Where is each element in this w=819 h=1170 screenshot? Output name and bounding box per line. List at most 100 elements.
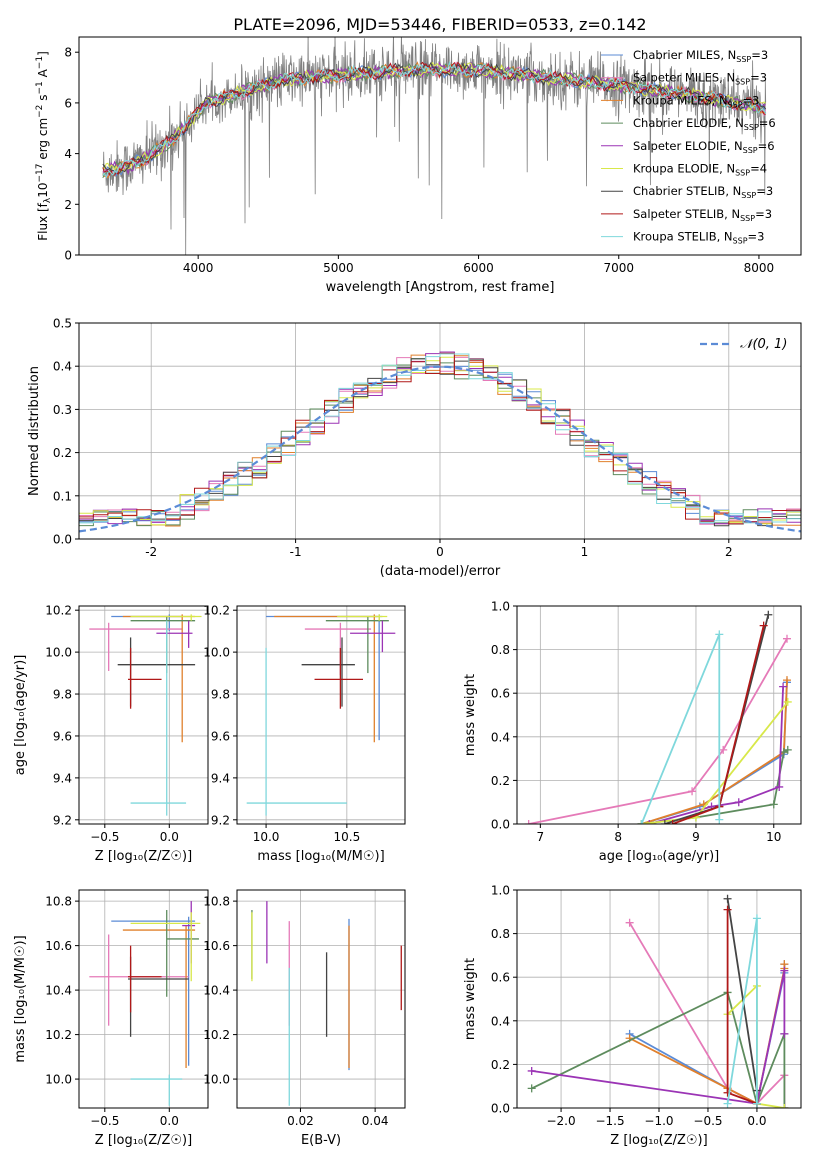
x-axis-label: mass [log₁₀(M/M☉)] [257, 849, 384, 864]
mass-vs-ebv-frame [236, 889, 406, 1109]
x-axis-label: age [log₁₀(age/yr)] [599, 849, 720, 864]
y-tick-label: 9.4 [53, 771, 72, 785]
legend-entry-sub: SSP [728, 100, 743, 109]
x-tick-label: −1.5 [595, 1114, 624, 1128]
weight-point-marker [782, 676, 791, 685]
legend-entry-sub: SSP [735, 169, 750, 178]
y-tick-label: 0.0 [491, 818, 510, 832]
x-tick-label: 10.5 [333, 830, 360, 844]
legend-entry-name: Chabrier ELODIE, N [633, 116, 744, 130]
legend-entry-value: =3 [748, 230, 765, 244]
weight-vs-Z-axes: −2.0 −1.5 −1.0 −0.5 0.0 0.0 0.2 0.4 0.6 0.8 1.0 Z [… [463, 884, 802, 1148]
y-axis-label: mass weight [463, 958, 478, 1040]
gaussian-curve [79, 365, 801, 533]
y-tick-label: 10.8 [45, 895, 72, 909]
y-tick-label: 10.8 [203, 895, 230, 909]
x-tick-label: −2.0 [546, 1114, 575, 1128]
x-axis-label: Z [log₁₀(Z/Z☉)] [95, 849, 192, 864]
legend-entry-sub: SSP [733, 237, 748, 246]
mass-vs-Z-axes: −0.5 0.0 10.0 10.2 10.4 10.6 10.8 Z [log₁₀(Z/Z☉… [13, 889, 209, 1148]
y-tick-label: 0.0 [53, 533, 72, 547]
y-tick-label: 0.2 [491, 774, 510, 788]
y-tick-label: 10.2 [45, 604, 72, 618]
y-tick-label: 6 [64, 96, 72, 110]
weight-point-marker [688, 787, 697, 796]
weight-vs-Z-plot-area [527, 894, 789, 1108]
residual-hist-axes: -2 -1 0 1 2 0.0 0.1 0.2 0.3 0.4 0.5 (data-model)/er… [27, 317, 802, 579]
mass-vs-Z-frame [78, 889, 209, 1109]
x-tick-label: 10 [766, 830, 781, 844]
x-axis-label: E(B-V) [301, 1133, 341, 1148]
age-vs-Z-axes: −0.5 0.0 9.2 9.4 9.6 9.8 10.0 10.2 Z [log₁₀(Z/Z☉… [13, 604, 209, 864]
residual-hist-plot-area [79, 351, 801, 533]
y-tick-label: 10.2 [203, 604, 230, 618]
y-axis-label-part: s [36, 95, 50, 105]
legend-entry-name: Salpeter MILES, N [633, 71, 735, 85]
model-spectrum-line [102, 60, 767, 179]
weight-vs-age-frame [516, 605, 802, 825]
weight-point-marker [668, 820, 677, 824]
legend-entry-name: Salpeter STELIB, N [633, 207, 740, 221]
y-tick-label: 0.4 [491, 730, 510, 744]
mass-vs-Z-plot-area [89, 901, 201, 1106]
y-tick-label: 0.4 [491, 1014, 510, 1028]
legend-entry-value: =6 [759, 116, 776, 130]
y-axis-label: Flux [fλ10−17 erg cm−2 s−1 A−1] [35, 51, 53, 241]
y-axis-label-part: 10 [36, 183, 50, 198]
x-tick-label: 4000 [183, 261, 214, 275]
weight-point-marker [780, 1029, 789, 1038]
legend-entry: Kroupa STELIB, NSSP=3 [633, 230, 764, 246]
weight-point-marker [625, 918, 634, 927]
y-tick-label: 0.2 [491, 1058, 510, 1072]
weight-series-line [528, 638, 788, 824]
legend-entry-value: =3 [750, 71, 767, 85]
y-axis-label-part: −1 [35, 56, 45, 69]
y-axis-label-part: Flux [f [36, 202, 50, 240]
legend-entry-sub: SSP [743, 146, 758, 155]
model-spectrum-line [102, 61, 766, 176]
y-axis-label-part: −1 [35, 81, 45, 94]
x-tick-label: 0.0 [160, 830, 179, 844]
x-tick-label: 0 [436, 545, 444, 559]
y-tick-label: 0.0 [491, 1102, 510, 1116]
y-tick-label: 1.0 [491, 884, 510, 898]
weight-point-marker [752, 1099, 761, 1108]
weight-point-marker [775, 782, 784, 791]
legend-entry: 𝒩(0, 1) [740, 337, 787, 352]
legend-entry-value: =3 [743, 93, 760, 107]
age-vs-mass-frame [236, 605, 406, 825]
weight-point-marker [524, 820, 533, 824]
y-tick-label: 9.2 [211, 813, 230, 827]
x-tick-label: −1.0 [644, 1114, 673, 1128]
y-axis-label: mass [log₁₀(M/M☉)] [13, 935, 28, 1062]
x-tick-label: 0.0 [160, 1114, 179, 1128]
x-tick-label: 7 [537, 830, 545, 844]
weight-point-marker [723, 894, 732, 903]
weight-series-line [531, 970, 786, 1105]
y-tick-label: 9.2 [53, 813, 72, 827]
weight-point-marker [782, 634, 791, 643]
legend-entry-name: Kroupa ELODIE, N [633, 162, 735, 176]
y-tick-label: 10.6 [203, 939, 230, 953]
y-axis-label-part: ] [36, 51, 50, 56]
y-axis-label-part: −2 [35, 105, 45, 118]
legend-entry: Salpeter STELIB, NSSP=3 [633, 207, 772, 223]
x-tick-label: -2 [145, 545, 157, 559]
y-tick-label: 0.5 [53, 317, 72, 331]
weight-point-marker [527, 1066, 536, 1075]
x-tick-label: 10.0 [253, 830, 280, 844]
y-tick-label: 9.4 [211, 771, 230, 785]
y-tick-label: 0.8 [491, 927, 510, 941]
legend-entry-value: =3 [756, 184, 773, 198]
weight-series-line [641, 680, 788, 824]
age-vs-mass-plot-area [246, 614, 396, 816]
legend-entry-value: =4 [750, 162, 767, 176]
legend-entry-sub: SSP [744, 123, 759, 132]
y-tick-label: 10.0 [203, 646, 230, 660]
legend-entry-name: Kroupa STELIB, N [633, 230, 733, 244]
mass-vs-ebv-plot-area [251, 901, 402, 1106]
histogram-step-line [79, 352, 801, 525]
weight-point-marker [752, 914, 761, 923]
